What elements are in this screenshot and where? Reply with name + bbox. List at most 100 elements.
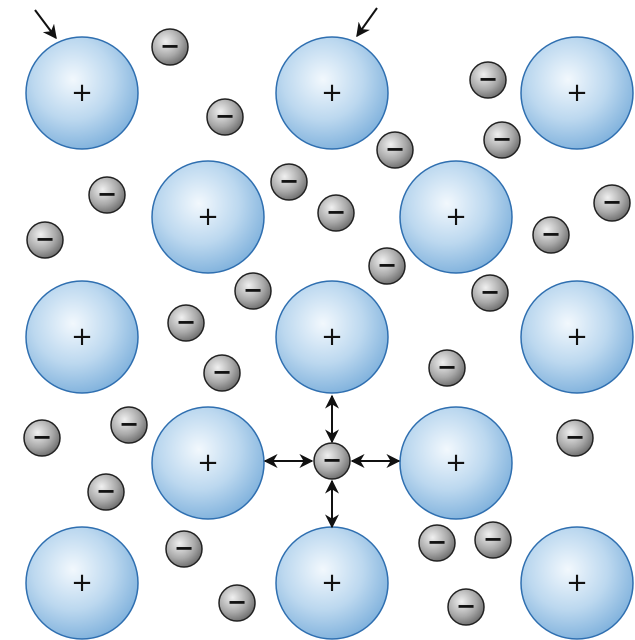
electron-sign: − [437, 353, 457, 381]
electron: − [471, 274, 509, 312]
cation-sign: + [321, 322, 343, 352]
cation-sphere [25, 36, 139, 150]
electron-sign: − [385, 135, 405, 163]
cation: + [399, 406, 513, 520]
cation-sign: + [197, 202, 219, 232]
cation: + [25, 36, 139, 150]
electron: − [151, 28, 189, 66]
electron-sphere [151, 28, 189, 66]
electron-sphere [87, 473, 125, 511]
electron: − [26, 221, 64, 259]
electron: − [368, 247, 406, 285]
electron-sphere [376, 131, 414, 169]
electron-sign: − [32, 423, 52, 451]
electron-sign: − [456, 592, 476, 620]
electron-sign: − [212, 358, 232, 386]
cation: + [25, 280, 139, 394]
cation: + [520, 280, 634, 394]
electron-sphere [317, 194, 355, 232]
cation: + [25, 526, 139, 640]
electron-sign: − [96, 477, 116, 505]
cation: + [275, 526, 389, 640]
electron: − [167, 304, 205, 342]
electron: − [593, 184, 631, 222]
electron-sphere [23, 419, 61, 457]
electron-sphere [270, 163, 308, 201]
electron: − [376, 131, 414, 169]
electron-sign: − [326, 198, 346, 226]
cation-sphere [520, 36, 634, 150]
electron-sphere [234, 272, 272, 310]
cation: + [520, 36, 634, 150]
electron-sign: − [227, 588, 247, 616]
cation: + [275, 280, 389, 394]
electron: − [203, 354, 241, 392]
pointer-arrow [34, 9, 57, 40]
electron-sphere [26, 221, 64, 259]
electron-sign: − [478, 65, 498, 93]
electron-sphere [165, 530, 203, 568]
cation-sphere [275, 36, 389, 150]
electron: − [165, 530, 203, 568]
electron: − [483, 121, 521, 159]
cation-sign: + [71, 322, 93, 352]
cation-sign: + [566, 322, 588, 352]
cation-sign: + [445, 448, 467, 478]
electron-sign: − [541, 220, 561, 248]
arrows [34, 7, 401, 529]
electron: − [110, 406, 148, 444]
electron: − [234, 272, 272, 310]
cation: + [520, 526, 634, 640]
pointer-arrow [356, 7, 378, 38]
cation: + [275, 36, 389, 150]
electron: − [87, 473, 125, 511]
cation-sign: + [71, 78, 93, 108]
electron-sphere [593, 184, 631, 222]
electron-sign: − [279, 167, 299, 195]
electron-sphere [167, 304, 205, 342]
electron-sphere [447, 588, 485, 626]
electron: − [474, 521, 512, 559]
electron-sphere [206, 98, 244, 136]
electron: − [469, 61, 507, 99]
electron-sign: − [565, 423, 585, 451]
electron: − [270, 163, 308, 201]
cation-sphere [520, 280, 634, 394]
cation: + [151, 406, 265, 520]
electron-sign: − [174, 534, 194, 562]
electron: − [88, 176, 126, 214]
electron: − [317, 194, 355, 232]
electron-sign: − [243, 276, 263, 304]
electron-sign: − [160, 32, 180, 60]
cation-sphere [275, 280, 389, 394]
electron-sphere [218, 584, 256, 622]
electron-sphere [474, 521, 512, 559]
electron: − [428, 349, 466, 387]
electron-sphere [556, 419, 594, 457]
electron: − [556, 419, 594, 457]
electron: − [23, 419, 61, 457]
electron-sign: − [480, 278, 500, 306]
electron-sign: − [602, 188, 622, 216]
cation: + [399, 160, 513, 274]
cation-sphere [151, 160, 265, 274]
cation-sphere [25, 526, 139, 640]
electron-sign: − [427, 528, 447, 556]
electron-sign: − [97, 180, 117, 208]
electron-sign: − [35, 225, 55, 253]
electron: − [313, 442, 351, 480]
cation-sign: + [321, 78, 343, 108]
electron: − [418, 524, 456, 562]
electron-sphere [110, 406, 148, 444]
electron-sign: − [492, 125, 512, 153]
electron-sphere [313, 442, 351, 480]
cation-sign: + [321, 568, 343, 598]
cation-sphere [520, 526, 634, 640]
electron-sphere [532, 216, 570, 254]
electron-sphere [428, 349, 466, 387]
electron-sign: − [483, 525, 503, 553]
cation-sign: + [445, 202, 467, 232]
cation-sign: + [71, 568, 93, 598]
